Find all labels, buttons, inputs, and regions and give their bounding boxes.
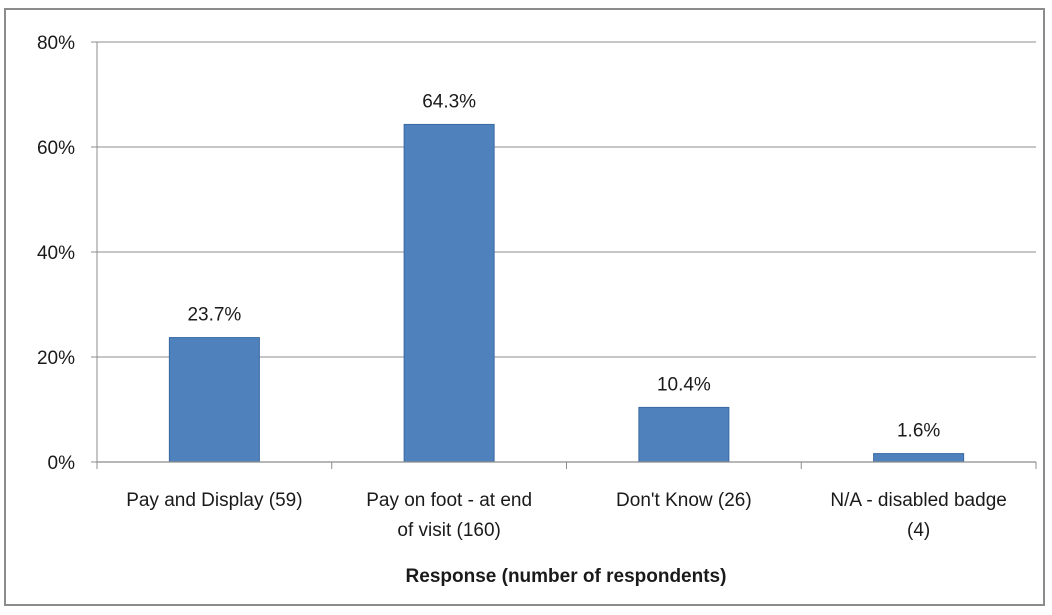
data-label: 10.4% [657,374,711,395]
bar [403,123,495,463]
x-axis [96,461,1037,469]
y-tick-label: 40% [37,243,75,264]
data-label: 64.3% [422,91,476,112]
bar [873,453,965,463]
y-tick-label: 60% [37,138,75,159]
category-label: Pay on foot - at end of visit (160) [366,490,532,541]
bars [168,123,965,463]
y-axis-ticks: 0% 20% 40% 60% 80% [37,33,98,474]
x-axis-title: Response (number of respondents) [406,566,727,587]
y-tick-label: 0% [48,453,76,474]
y-tick-label: 20% [37,348,75,369]
category-label: Pay and Display (59) [126,490,302,511]
data-labels: 23.7% 64.3% 10.4% 1.6% [187,91,940,441]
bar [638,406,730,463]
category-label: N/A - disabled badge (4) [830,490,1006,541]
category-label: Don't Know (26) [616,490,752,511]
data-label: 23.7% [187,305,241,326]
category-labels: Pay and Display (59) Pay on foot - at end… [126,490,1007,541]
data-label: 1.6% [897,421,940,442]
bar [168,337,260,463]
y-tick-label: 80% [37,33,75,54]
chart-frame [4,8,1045,606]
